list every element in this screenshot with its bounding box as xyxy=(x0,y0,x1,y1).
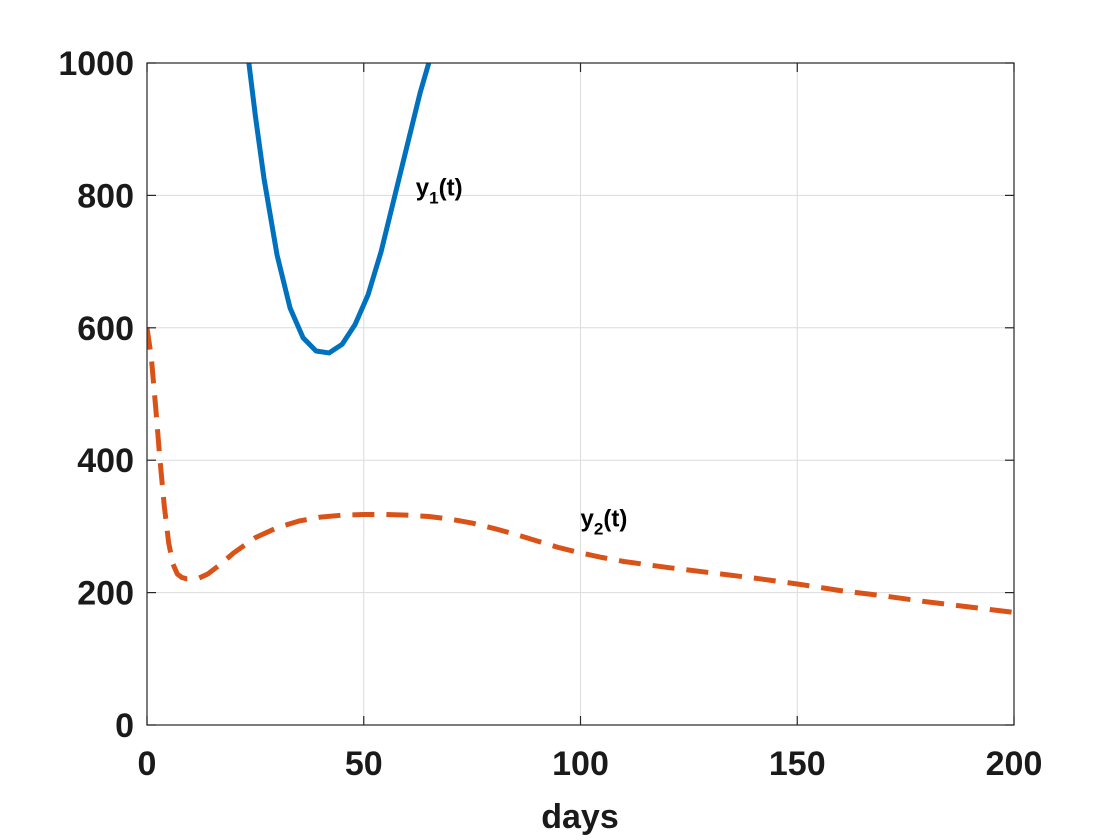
tick-marks xyxy=(146,62,1015,726)
series-label-base-2: y xyxy=(581,505,595,532)
series-line-2 xyxy=(147,327,1014,615)
x-tick-label-4: 200 xyxy=(986,745,1043,783)
y-tick-label-0: 0 xyxy=(115,707,134,745)
y-axis-tick-labels: 0 200 400 600 800 1000 xyxy=(58,45,134,745)
y-tick-label-4: 800 xyxy=(77,177,134,215)
y-tick-label-2: 400 xyxy=(77,442,134,480)
series-label-2: y2(t) xyxy=(581,505,628,538)
series-label-base-1: y xyxy=(416,174,430,201)
series-label-tail-2: (t) xyxy=(603,505,627,532)
x-axis-tick-labels: 0 50 100 150 200 xyxy=(138,745,1043,783)
series-label-subscript-1: 1 xyxy=(429,188,438,207)
series-label-subscript-2: 2 xyxy=(594,519,603,538)
series-label-1: y1(t) xyxy=(416,174,463,207)
x-tick-label-3: 150 xyxy=(769,745,826,783)
y-tick-label-3: 600 xyxy=(77,310,134,348)
y-tick-label-5: 1000 xyxy=(58,45,134,83)
x-axis-label: days xyxy=(541,798,619,836)
x-tick-label-0: 0 xyxy=(138,745,157,783)
series-labels: y1(t)y2(t) xyxy=(416,174,628,538)
series-line-1 xyxy=(246,63,432,356)
series-label-tail-1: (t) xyxy=(439,174,463,201)
x-tick-label-2: 100 xyxy=(552,745,609,783)
series-layer xyxy=(147,63,1014,615)
y-tick-label-1: 200 xyxy=(77,575,134,613)
x-tick-label-1: 50 xyxy=(345,745,383,783)
